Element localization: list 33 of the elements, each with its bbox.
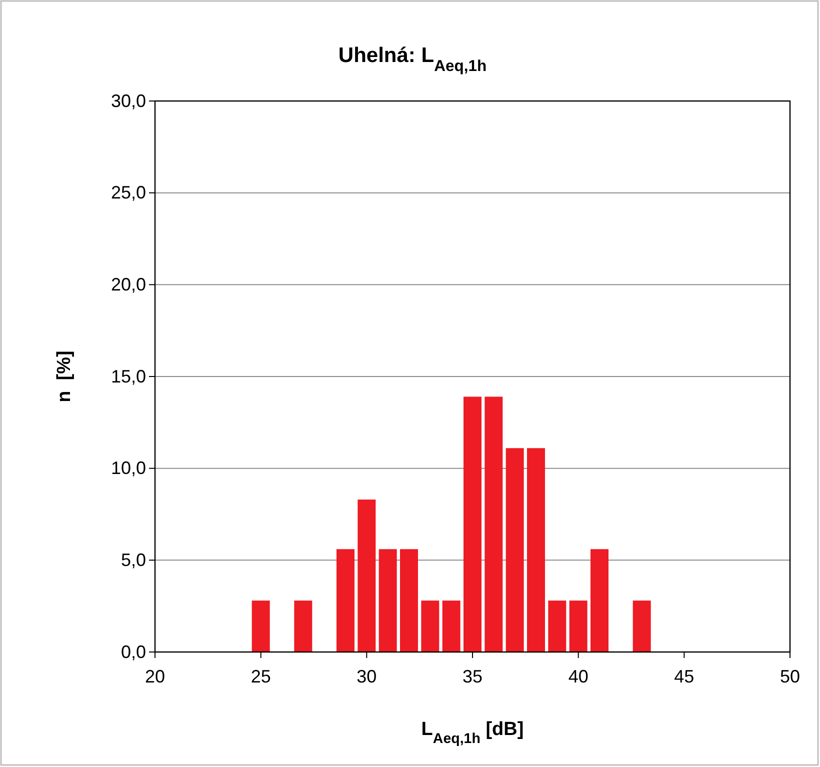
- bar: [548, 600, 566, 652]
- x-tick-label: 20: [144, 666, 166, 687]
- bar: [336, 549, 354, 652]
- bar: [421, 600, 440, 652]
- bar: [400, 549, 418, 652]
- bar: [632, 600, 651, 652]
- x-tick-label: 45: [674, 666, 694, 687]
- y-axis-title: n [%]: [54, 350, 75, 402]
- y-tick-label: 15,0: [110, 366, 146, 386]
- bar: [484, 396, 503, 652]
- y-tick-label: 0,0: [120, 642, 146, 662]
- bar: [358, 500, 376, 652]
- x-tick-label: 25: [250, 666, 271, 687]
- y-tick-label: 10,0: [110, 458, 146, 478]
- y-tick-label: 5,0: [120, 550, 146, 570]
- bar: [527, 448, 545, 652]
- x-axis-title: L$_{Aeq,1h}$ [dB]: [421, 719, 524, 747]
- chart-title: Uhelná: L$_{Aeq,1h}$: [338, 44, 487, 74]
- bar: [294, 600, 312, 652]
- y-tick-label: 30,0: [110, 90, 146, 111]
- y-tick-label: 20,0: [110, 274, 146, 294]
- bar: [506, 448, 524, 652]
- x-tick-label: 30: [356, 666, 377, 687]
- bar: [464, 396, 482, 652]
- x-tick-label: 40: [568, 666, 588, 687]
- bar: [590, 549, 608, 652]
- bar: [569, 600, 588, 652]
- bar: [378, 549, 397, 652]
- bar: [442, 600, 460, 652]
- y-tick-label: 25,0: [110, 182, 146, 203]
- x-tick-label: 50: [780, 666, 800, 687]
- x-tick-label: 35: [462, 666, 483, 687]
- bar: [252, 600, 270, 652]
